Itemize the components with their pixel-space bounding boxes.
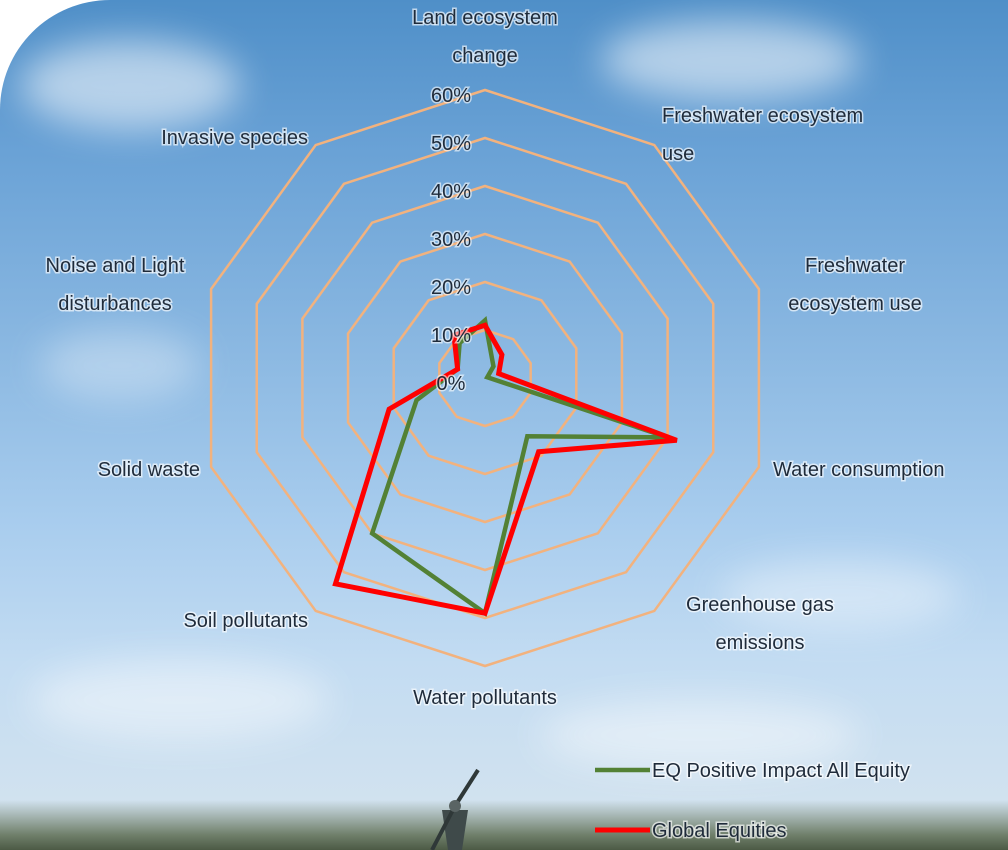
axis-label: Greenhouse gas emissions	[686, 594, 834, 654]
tick-label: 0%	[437, 373, 466, 395]
grid-ring	[255, 136, 715, 620]
axis-label: Freshwater ecosystem use	[662, 105, 863, 165]
tick-label: 30%	[431, 229, 471, 251]
radar-grid	[209, 88, 761, 668]
tick-label: 50%	[431, 133, 471, 155]
grid-ring	[301, 184, 669, 572]
landscape-ground	[0, 800, 1008, 850]
grid-ring	[438, 328, 532, 428]
radial-tick-labels: 0% 10% 20% 30% 40% 50% 60%	[429, 84, 472, 397]
axis-label: Solid waste	[98, 459, 200, 481]
legend-label: Global Equities	[652, 820, 787, 842]
axis-label: Land ecosystem change	[412, 7, 558, 67]
axis-label: Water consumption	[773, 459, 945, 481]
tick-label: 40%	[431, 181, 471, 203]
tick-label: 10%	[431, 325, 471, 347]
axis-label: Noise and Light disturbances	[46, 255, 185, 315]
tick-label: 60%	[431, 85, 471, 107]
tick-label: 20%	[431, 277, 471, 299]
legend: EQ Positive Impact All Equity Global Equi…	[595, 759, 911, 844]
series-line-1	[369, 316, 669, 617]
axis-label: Soil pollutants	[183, 610, 308, 632]
grid-ring	[392, 280, 578, 476]
axis-label: Invasive species	[161, 127, 308, 149]
legend-label: EQ Positive Impact All Equity	[652, 760, 910, 782]
grid-ring	[346, 232, 624, 524]
windmill-decoration	[430, 768, 480, 850]
axis-labels: Land ecosystem change Freshwater ecosystem…	[44, 6, 946, 711]
series-line-2	[332, 322, 678, 617]
axis-label: Water pollutants	[413, 687, 557, 709]
axis-label: Freshwater ecosystem use	[788, 255, 921, 315]
grid-ring	[209, 88, 761, 668]
radar-series	[332, 316, 678, 617]
